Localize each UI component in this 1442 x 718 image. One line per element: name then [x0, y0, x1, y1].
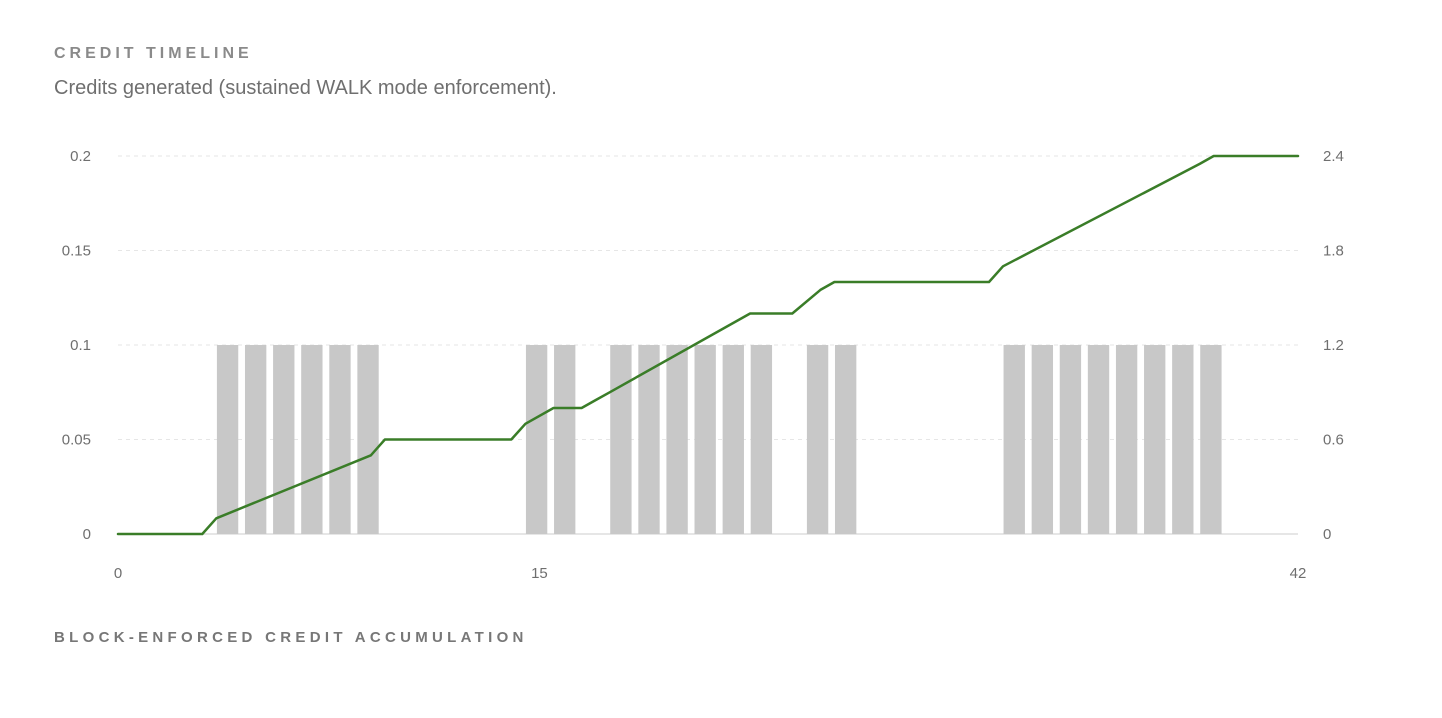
chart-subtitle: Credits generated (sustained WALK mode e…	[54, 77, 557, 99]
line-series	[116, 154, 1300, 536]
bar	[1115, 345, 1138, 534]
left-tick-label: 0.05	[62, 432, 91, 449]
bar	[244, 345, 267, 534]
bar	[834, 345, 857, 534]
bar	[1031, 345, 1054, 534]
bar	[329, 345, 351, 534]
bar	[806, 345, 829, 534]
bar	[1200, 345, 1222, 534]
bar	[1003, 345, 1025, 534]
right-tick-label: 0	[1323, 526, 1331, 543]
bar	[554, 345, 576, 534]
right-tick-label: 1.2	[1323, 337, 1344, 354]
bar	[1144, 345, 1166, 534]
bar	[216, 345, 239, 534]
bar	[610, 345, 632, 534]
x-tick-label: 42	[1290, 565, 1307, 582]
bar	[694, 345, 716, 534]
bar	[750, 345, 773, 534]
chart-eyebrow-title: CREDIT TIMELINE	[54, 45, 253, 62]
bar	[273, 345, 295, 534]
bar	[357, 345, 379, 534]
left-tick-label: 0.15	[62, 243, 91, 260]
bar	[722, 345, 744, 534]
credit-line	[116, 154, 1300, 536]
right-tick-label: 1.8	[1323, 243, 1344, 260]
x-axis-ticks: 0 15 42	[114, 565, 1307, 582]
x-tick-label: 15	[531, 565, 548, 582]
left-tick-label: 0	[83, 526, 91, 543]
left-tick-label: 0.2	[70, 148, 91, 165]
bar-series	[216, 345, 1222, 534]
bar	[301, 345, 323, 534]
right-tick-label: 0.6	[1323, 432, 1344, 449]
bar	[1059, 345, 1082, 534]
bar	[666, 345, 688, 534]
right-tick-label: 2.4	[1323, 148, 1344, 165]
chart-footer-label: BLOCK-ENFORCED CREDIT ACCUMULATION	[54, 629, 528, 646]
bar	[1087, 345, 1110, 534]
left-axis-ticks: 0 0.05 0.1 0.15 0.2	[62, 148, 91, 543]
x-tick-label: 0	[114, 565, 122, 582]
bar	[525, 345, 548, 534]
bar	[638, 345, 660, 534]
right-axis-ticks: 0 0.6 1.2 1.8 2.4	[1323, 148, 1344, 543]
left-tick-label: 0.1	[70, 337, 91, 354]
bar	[1172, 345, 1194, 534]
